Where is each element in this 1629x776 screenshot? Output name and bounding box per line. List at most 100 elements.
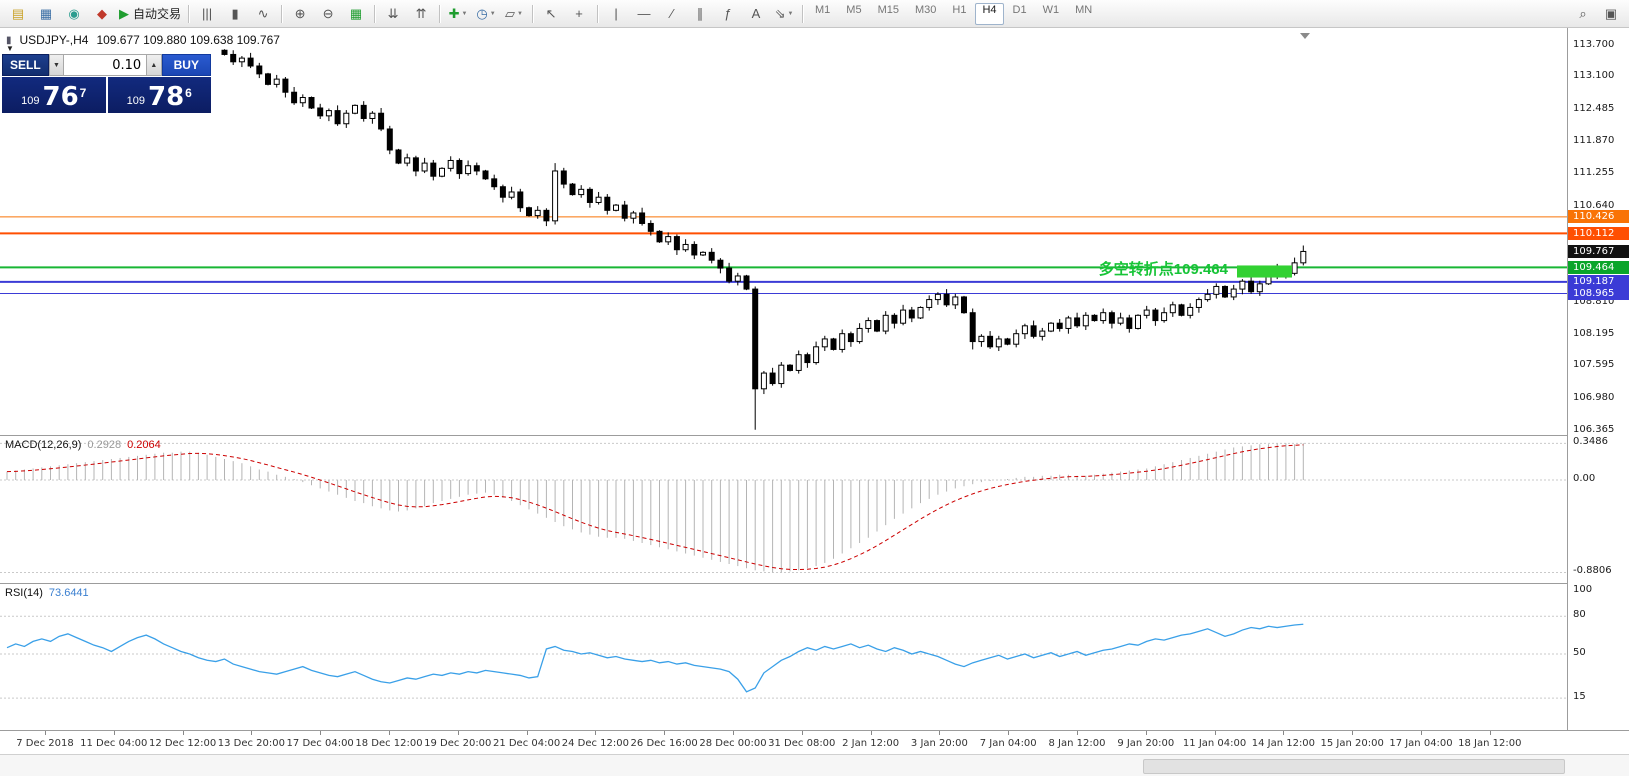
price-label: 111.255 xyxy=(1573,167,1615,179)
candle xyxy=(926,299,933,308)
candle xyxy=(430,162,437,177)
candlestick-chart-icon[interactable]: ▮ xyxy=(221,2,249,26)
vertical-line-icon[interactable]: | xyxy=(602,2,630,26)
price-label: 108.195 xyxy=(1573,327,1615,339)
panels-icon[interactable]: ▣ xyxy=(1604,5,1618,21)
annotation-text[interactable]: 多空转折点109.464 xyxy=(1099,260,1229,278)
chart-shift-icon[interactable]: ⇈ xyxy=(407,2,435,26)
macd-canvas[interactable] xyxy=(0,436,1567,583)
candle xyxy=(1230,288,1237,298)
macd-scale-label: 0.3486 xyxy=(1573,436,1608,448)
collapse-trade-panel-icon[interactable]: ▼ xyxy=(6,44,14,53)
timeframe-button-m1[interactable]: M1 xyxy=(815,3,831,16)
candle xyxy=(543,209,550,222)
candle xyxy=(499,186,506,198)
candle xyxy=(526,207,532,217)
candle xyxy=(447,159,454,169)
cursor-icon[interactable]: ↖ xyxy=(537,2,565,26)
macd-name: MACD(12,26,9) xyxy=(5,439,82,451)
new-order-icon[interactable]: ▤ xyxy=(4,2,32,26)
zoom-in-icon[interactable]: ⊕ xyxy=(286,2,314,26)
equidistant-channel-icon[interactable]: ∥ xyxy=(686,2,714,26)
candle xyxy=(691,243,698,256)
price-badge: 110.426 xyxy=(1568,210,1629,224)
rsi-indicator-panel[interactable]: RSI(14) 73.6441 xyxy=(0,583,1567,730)
line-chart-icon[interactable]: ∿ xyxy=(249,2,277,26)
candle xyxy=(1126,317,1133,329)
periods-icon[interactable]: ◷ ▼ xyxy=(472,2,500,26)
candle xyxy=(743,275,750,290)
candle xyxy=(256,65,263,75)
search-icon[interactable]: ⌕ xyxy=(1579,5,1587,21)
timeframe-button-m30[interactable]: M30 xyxy=(914,3,937,16)
candle xyxy=(917,306,924,319)
buy-button[interactable]: BUY xyxy=(161,54,211,76)
timeframe-button-h1[interactable]: H1 xyxy=(952,3,967,16)
sell-button[interactable]: SELL xyxy=(2,54,49,76)
candle xyxy=(1143,309,1150,316)
horizontal-scrollbar[interactable] xyxy=(0,754,1629,776)
templates-icon[interactable]: ▱ ▼ xyxy=(500,2,528,26)
sell-price-display[interactable]: 109 76 7 xyxy=(2,77,106,113)
new-chart-icon[interactable]: ✚ ▼ xyxy=(444,2,472,26)
price-label: 110.640 xyxy=(1573,199,1615,211)
trendline-icon[interactable]: ∕ xyxy=(658,2,686,26)
chart-shift-marker-icon[interactable] xyxy=(1300,33,1310,39)
rsi-canvas[interactable] xyxy=(0,584,1567,730)
time-label: 17 Jan 04:00 xyxy=(1389,738,1453,749)
toolbar-separator xyxy=(597,4,599,23)
time-label: 21 Dec 04:00 xyxy=(492,738,561,749)
horizontal-line-icon[interactable]: — xyxy=(630,2,658,26)
candle xyxy=(1048,322,1054,332)
timeframe-button-m15[interactable]: M15 xyxy=(877,3,899,16)
timeframe-button-w1[interactable]: W1 xyxy=(1042,3,1060,16)
autotrading-button[interactable]: ▶ 自动交易 xyxy=(116,2,184,26)
zoom-out-icon[interactable]: ⊖ xyxy=(314,2,342,26)
buy-price-display[interactable]: 109 78 6 xyxy=(107,77,211,113)
macd-indicator-panel[interactable]: MACD(12,26,9) 0.2928 0.2064 xyxy=(0,435,1567,583)
text-icon[interactable]: A xyxy=(742,2,770,26)
volume-up-button[interactable]: ▲ xyxy=(146,54,162,76)
candle xyxy=(1039,330,1046,337)
candle xyxy=(273,78,280,85)
time-tick xyxy=(595,731,597,735)
price-chart-canvas[interactable]: 多空转折点109.464 xyxy=(0,28,1567,435)
timeframe-button-mn[interactable]: MN xyxy=(1075,3,1093,16)
candle xyxy=(978,335,985,343)
candle xyxy=(230,53,237,63)
toolbar-separator xyxy=(374,4,376,23)
toolbar-separator xyxy=(802,4,804,23)
timeframe-button-m5[interactable]: M5 xyxy=(846,3,862,16)
annotation-rect[interactable] xyxy=(1237,265,1292,278)
bars-chart-icon[interactable]: ||| xyxy=(193,2,221,26)
profiles-icon[interactable]: ◉ xyxy=(60,2,88,26)
auto-scroll-icon[interactable]: ⇊ xyxy=(379,2,407,26)
charts-icon[interactable]: ▦ xyxy=(32,2,60,26)
candle xyxy=(352,104,358,114)
timeframe-button-h4[interactable]: H4 xyxy=(975,2,1004,25)
volume-down-button[interactable]: ▼ xyxy=(48,54,65,76)
volume-input[interactable] xyxy=(64,54,147,76)
candle xyxy=(621,204,628,219)
candle xyxy=(238,57,245,63)
crosshair-icon[interactable]: + xyxy=(565,2,593,26)
candle xyxy=(795,354,802,371)
fibonacci-icon[interactable]: ƒ xyxy=(714,2,742,26)
time-tick xyxy=(1283,731,1285,735)
arrows-icon[interactable]: ⇘ ▼ xyxy=(770,2,798,26)
candle xyxy=(1204,293,1211,301)
price-chart-panel[interactable]: 多空转折点109.464 ▮ USDJPY-,H4 109.677 109.88… xyxy=(0,28,1567,435)
rsi-name: RSI(14) xyxy=(5,587,43,599)
timeframe-button-d1[interactable]: D1 xyxy=(1012,3,1027,16)
scrollbar-thumb[interactable] xyxy=(1143,759,1565,774)
candle xyxy=(491,178,498,188)
tile-windows-icon[interactable]: ▦ xyxy=(342,2,370,26)
buy-price-big: 78 xyxy=(147,82,185,112)
candle xyxy=(821,338,828,348)
market-watch-icon[interactable]: ◆ xyxy=(88,2,116,26)
dropdown-arrow-icon: ▼ xyxy=(489,10,496,17)
time-axis[interactable]: 7 Dec 2018 11 Dec 04:00 12 Dec 12:00 13 Dec… xyxy=(0,730,1629,754)
time-label: 13 Dec 20:00 xyxy=(217,738,286,749)
price-axis[interactable]: 113.700 113.100 112.485 111.870 111.255 110.6… xyxy=(1567,28,1629,754)
